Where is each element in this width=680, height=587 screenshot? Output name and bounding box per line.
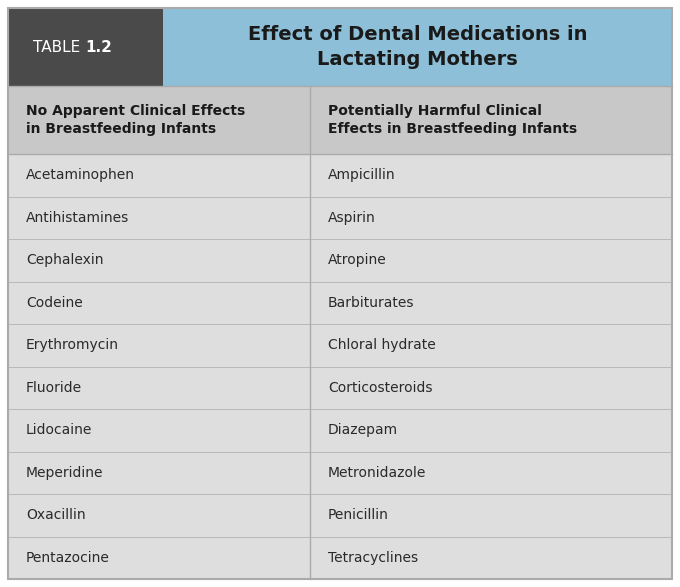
Bar — [8, 324, 672, 366]
Text: Corticosteroids: Corticosteroids — [328, 381, 432, 394]
Text: Lidocaine: Lidocaine — [26, 423, 92, 437]
Bar — [8, 197, 672, 239]
Bar — [8, 409, 672, 451]
Text: Antihistamines: Antihistamines — [26, 211, 129, 225]
Bar — [8, 86, 672, 154]
Text: Potentially Harmful Clinical
Effects in Breastfeeding Infants: Potentially Harmful Clinical Effects in … — [328, 104, 577, 136]
Text: Effect of Dental Medications in
Lactating Mothers: Effect of Dental Medications in Lactatin… — [248, 25, 588, 69]
Text: Barbiturates: Barbiturates — [328, 296, 415, 310]
Bar — [8, 239, 672, 282]
Text: Atropine: Atropine — [328, 253, 387, 267]
Text: Meperidine: Meperidine — [26, 465, 103, 480]
Text: Aspirin: Aspirin — [328, 211, 376, 225]
Text: Metronidazole: Metronidazole — [328, 465, 426, 480]
Text: Erythromycin: Erythromycin — [26, 338, 119, 352]
Text: Oxacillin: Oxacillin — [26, 508, 86, 522]
Text: 1.2: 1.2 — [86, 39, 112, 55]
Text: Pentazocine: Pentazocine — [26, 551, 110, 565]
Text: Tetracyclines: Tetracyclines — [328, 551, 418, 565]
Text: Chloral hydrate: Chloral hydrate — [328, 338, 436, 352]
Bar — [8, 282, 672, 324]
Bar — [8, 537, 672, 579]
Bar — [8, 8, 163, 86]
Text: TABLE: TABLE — [33, 39, 86, 55]
Bar — [8, 154, 672, 197]
Text: Diazepam: Diazepam — [328, 423, 398, 437]
Bar — [8, 8, 672, 86]
Bar — [8, 494, 672, 537]
Text: Fluoride: Fluoride — [26, 381, 82, 394]
Text: Cephalexin: Cephalexin — [26, 253, 103, 267]
Text: Ampicillin: Ampicillin — [328, 168, 396, 182]
Bar — [8, 451, 672, 494]
Text: Penicillin: Penicillin — [328, 508, 389, 522]
Text: Acetaminophen: Acetaminophen — [26, 168, 135, 182]
Bar — [8, 366, 672, 409]
Text: Codeine: Codeine — [26, 296, 83, 310]
Text: No Apparent Clinical Effects
in Breastfeeding Infants: No Apparent Clinical Effects in Breastfe… — [26, 104, 245, 136]
